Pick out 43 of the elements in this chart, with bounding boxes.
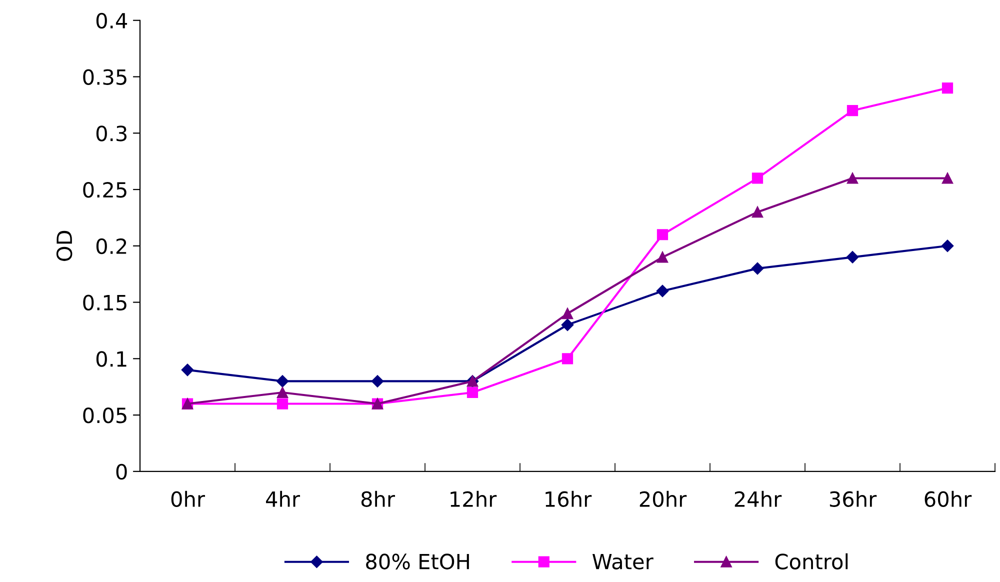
x-tick-label: 24hr bbox=[734, 490, 782, 507]
y-tick-label: 0.25 bbox=[83, 182, 126, 198]
point bbox=[656, 229, 668, 240]
point bbox=[276, 398, 288, 410]
legend-label: 80% EtOH bbox=[366, 554, 469, 570]
point bbox=[276, 386, 288, 398]
point bbox=[942, 172, 954, 184]
y-tick-label: 0 bbox=[116, 464, 127, 480]
point bbox=[846, 251, 859, 264]
point bbox=[846, 105, 858, 116]
x-tick-label: 4hr bbox=[266, 490, 300, 507]
y-tick-label: 0.35 bbox=[83, 69, 126, 85]
point bbox=[942, 82, 954, 94]
point bbox=[562, 353, 574, 364]
point bbox=[846, 172, 858, 184]
point bbox=[656, 284, 669, 298]
y-tick-label: 0.1 bbox=[96, 351, 126, 367]
x-tick-label: 20hr bbox=[640, 490, 687, 507]
point bbox=[276, 375, 289, 388]
x-tick-label: 0hr bbox=[171, 490, 206, 507]
point bbox=[941, 240, 954, 252]
y-tick-label: 0.2 bbox=[96, 238, 126, 254]
legend-label: Control bbox=[775, 553, 848, 570]
point bbox=[752, 206, 764, 218]
point bbox=[371, 375, 384, 388]
x-tick-label: 8hr bbox=[361, 490, 396, 507]
point bbox=[181, 364, 194, 376]
point bbox=[466, 386, 478, 398]
x-tick-label: 36hr bbox=[830, 490, 877, 507]
y-axis-title: OD bbox=[56, 230, 72, 261]
x-tick-label: 12hr bbox=[450, 490, 497, 507]
x-tick-label: 60hr bbox=[924, 490, 972, 507]
y-tick-label: 0.3 bbox=[96, 126, 127, 142]
x-tick-label: 16hr bbox=[546, 490, 592, 507]
point bbox=[562, 308, 574, 320]
point bbox=[561, 318, 574, 331]
y-tick-label: 0.4 bbox=[96, 12, 128, 29]
point bbox=[752, 172, 764, 184]
y-tick-label: 0.15 bbox=[83, 294, 126, 310]
point bbox=[656, 252, 668, 263]
point bbox=[751, 262, 764, 275]
legend-label: Water bbox=[592, 554, 654, 570]
y-tick-label: 0.05 bbox=[83, 407, 126, 424]
